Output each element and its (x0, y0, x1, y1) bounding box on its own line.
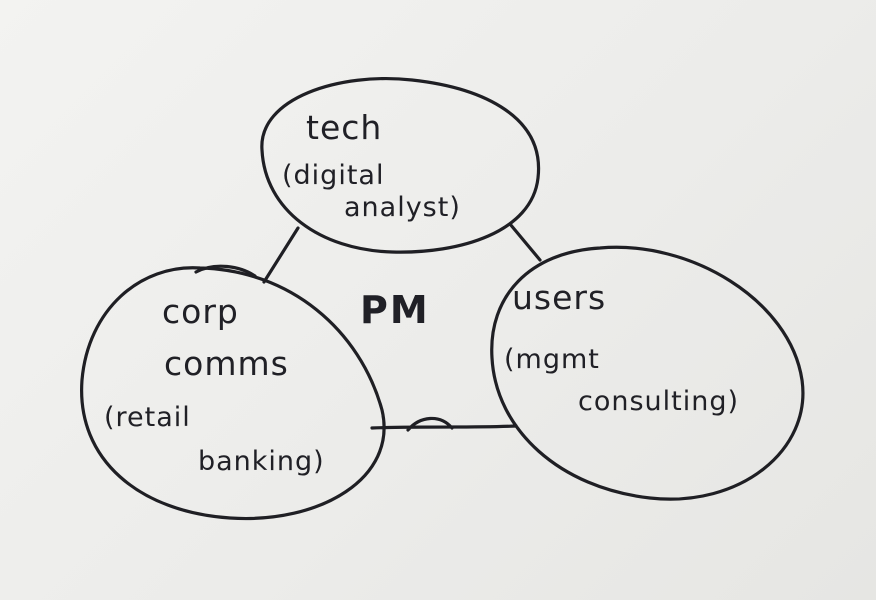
users-node-circle (490, 245, 805, 501)
corp-title-line2: comms (164, 344, 289, 383)
users-detail-line2: consulting) (578, 386, 740, 417)
connector-tech-users (508, 222, 542, 262)
connector-tech-corp (262, 226, 300, 284)
corp-node-circle-overlap (194, 264, 257, 278)
connector-corp-users (370, 416, 518, 432)
tech-node-circle (260, 76, 541, 254)
tech-detail-line1: (digital (282, 160, 385, 191)
center-pm-label: PM (360, 288, 430, 332)
corp-detail-line1: (retail (104, 402, 191, 433)
tech-title: tech (306, 108, 383, 147)
corp-detail-line2: banking) (198, 446, 325, 477)
corp-title-line1: corp (162, 292, 239, 331)
users-title: users (512, 278, 607, 317)
users-detail-line1: (mgmt (504, 344, 600, 375)
tech-detail-line2: analyst) (344, 192, 461, 223)
corp-node-circle (80, 266, 386, 521)
